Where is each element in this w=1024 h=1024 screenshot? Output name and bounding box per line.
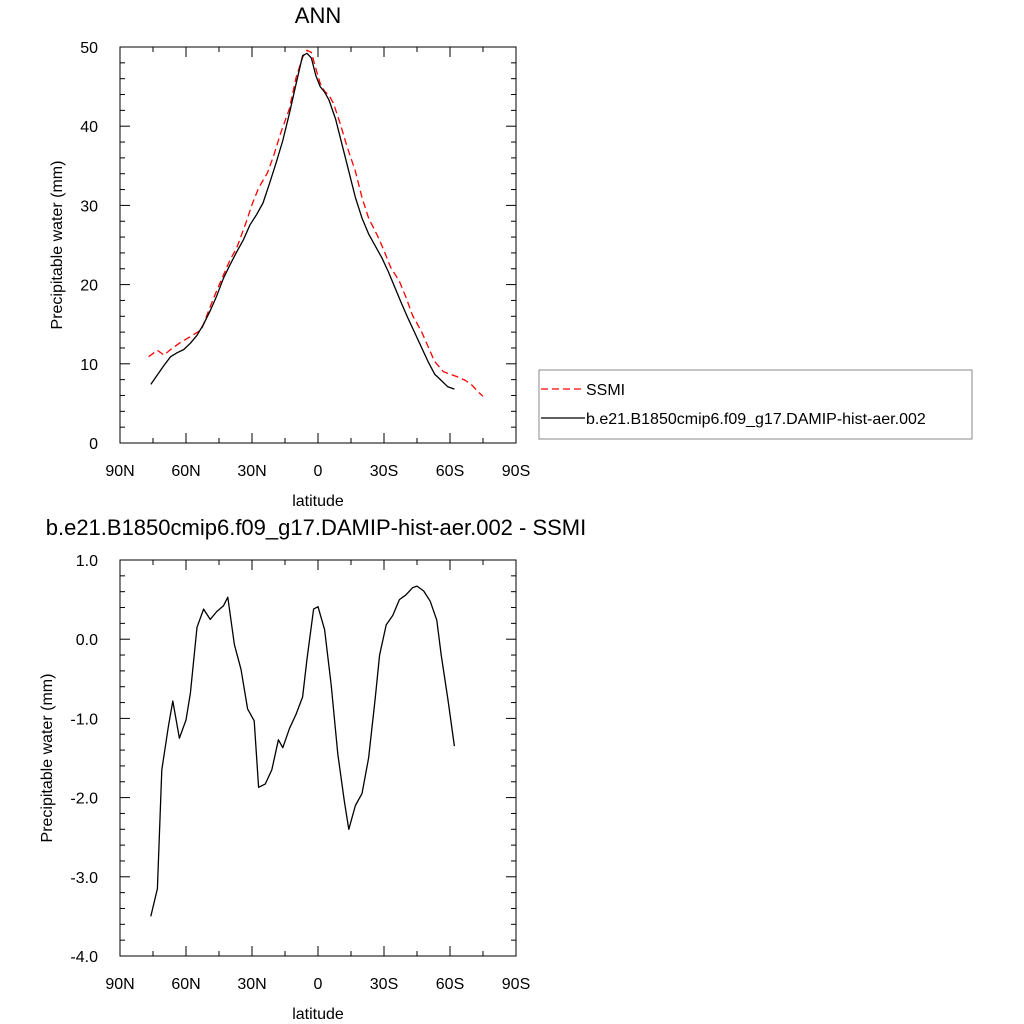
y-tick-label: 0.0 bbox=[76, 632, 98, 649]
x-tick-label: 0 bbox=[314, 463, 323, 480]
x-tick-label: 60S bbox=[436, 463, 464, 480]
chart-title: b.e21.B1850cmip6.f09_g17.DAMIP-hist-aer.… bbox=[46, 515, 587, 540]
y-tick-label: 40 bbox=[80, 119, 98, 136]
plot-frame bbox=[119, 46, 517, 444]
x-tick-label: 60S bbox=[436, 976, 464, 993]
x-tick-label: 0 bbox=[314, 976, 323, 993]
y-tick-label: 20 bbox=[80, 278, 98, 295]
series-layer bbox=[148, 49, 484, 397]
series-layer bbox=[150, 585, 456, 917]
x-tick-label: 30S bbox=[370, 463, 398, 480]
axis-ticks: 90N 60N 30N 0 30S 60S 90S -4.0 -3.0 -2.0 -1.0 0.0 1.… bbox=[70, 553, 530, 993]
x-tick-label: 30S bbox=[370, 976, 398, 993]
x-tick-label: 90S bbox=[502, 463, 530, 480]
y-axis-label: Precipitable water (mm) bbox=[39, 674, 56, 843]
series-line-ssmi bbox=[148, 49, 484, 397]
series-line-model bbox=[150, 52, 455, 390]
y-tick-label: -3.0 bbox=[70, 870, 98, 887]
x-tick-label: 60N bbox=[171, 976, 200, 993]
x-axis-label: latitude bbox=[292, 493, 344, 510]
axis-ticks: 90N 60N 30N 0 30S 60S 90S 0 10 20 30 40 50 bbox=[80, 40, 530, 480]
chart-title: ANN bbox=[295, 3, 341, 28]
legend-label-ssmi: SSMI bbox=[586, 382, 625, 399]
y-tick-label: 1.0 bbox=[76, 553, 98, 570]
y-tick-label: -1.0 bbox=[70, 711, 98, 728]
y-tick-label: 0 bbox=[89, 436, 98, 453]
y-tick-label: 30 bbox=[80, 198, 98, 215]
legend-box bbox=[538, 369, 973, 440]
x-tick-label: 90N bbox=[105, 976, 134, 993]
x-tick-label: 90S bbox=[502, 976, 530, 993]
x-tick-label: 30N bbox=[237, 976, 266, 993]
x-tick-label: 90N bbox=[105, 463, 134, 480]
y-tick-label: 50 bbox=[80, 40, 98, 57]
difference-panel: b.e21.B1850cmip6.f09_g17.DAMIP-hist-aer.… bbox=[39, 515, 586, 1023]
precipitable-water-profile-panel: ANN Precipitable water (mm) latitude 90N… bbox=[49, 3, 530, 510]
x-axis-label: latitude bbox=[292, 1006, 344, 1023]
plot-frame bbox=[119, 559, 517, 957]
y-tick-label: 10 bbox=[80, 357, 98, 374]
x-tick-label: 30N bbox=[237, 463, 266, 480]
legend: SSMI b.e21.B1850cmip6.f09_g17.DAMIP-hist… bbox=[538, 369, 973, 440]
series-line-difference bbox=[150, 585, 456, 917]
legend-label-model: b.e21.B1850cmip6.f09_g17.DAMIP-hist-aer.… bbox=[586, 411, 926, 428]
y-axis-label: Precipitable water (mm) bbox=[49, 161, 66, 330]
y-tick-label: -2.0 bbox=[70, 791, 98, 808]
x-tick-label: 60N bbox=[171, 463, 200, 480]
y-tick-label: -4.0 bbox=[70, 949, 98, 966]
